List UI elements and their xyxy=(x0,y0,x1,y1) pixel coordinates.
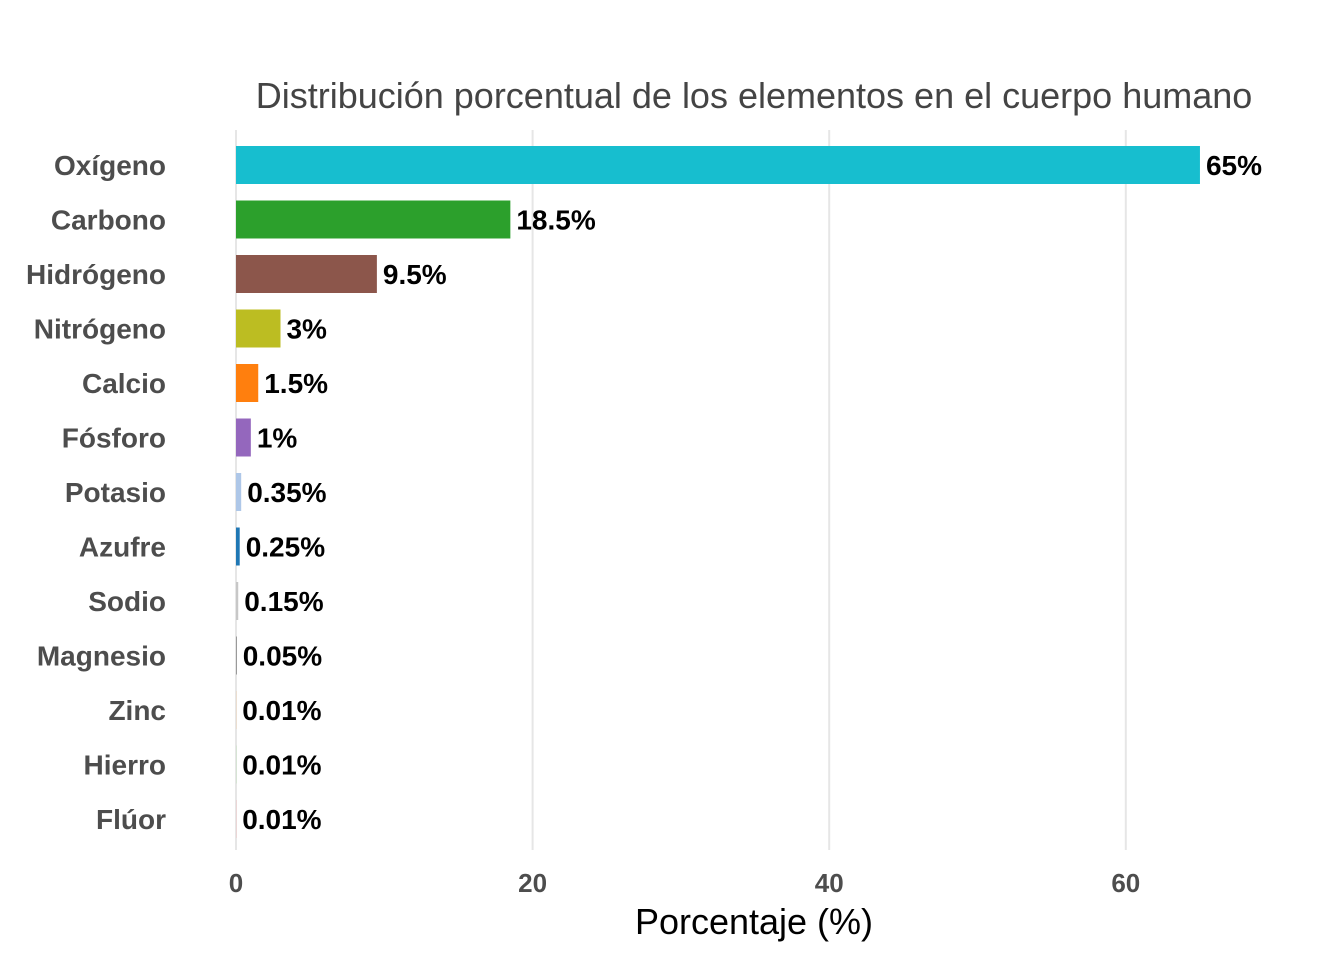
category-labels: Oxígeno Carbono Hidrógeno Nitrógeno Calcio Fó… xyxy=(26,150,166,835)
category-label: Calcio xyxy=(82,368,166,399)
bar xyxy=(236,364,259,402)
category-label: Sodio xyxy=(88,586,166,617)
bar xyxy=(236,636,237,675)
data-label: 0.01% xyxy=(242,750,321,781)
data-label: 1.5% xyxy=(264,368,328,399)
bar xyxy=(236,527,240,566)
x-tick-label: 0 xyxy=(229,868,243,898)
bar xyxy=(236,582,239,620)
category-label: Zinc xyxy=(108,695,166,726)
bar xyxy=(236,309,281,348)
category-label: Hidrógeno xyxy=(26,259,166,290)
x-tick-label: 20 xyxy=(518,868,547,898)
category-label: Carbono xyxy=(51,205,166,236)
bar xyxy=(236,200,511,239)
bar xyxy=(236,473,242,511)
data-label: 0.05% xyxy=(243,641,322,672)
data-label: 18.5% xyxy=(516,205,595,236)
bars xyxy=(236,146,1200,838)
category-label: Magnesio xyxy=(37,641,166,672)
category-label: Hierro xyxy=(84,750,166,781)
bar xyxy=(236,255,377,293)
x-tick-label: 40 xyxy=(815,868,844,898)
data-label: 9.5% xyxy=(383,259,447,290)
data-label: 0.15% xyxy=(244,586,323,617)
data-label: 65% xyxy=(1206,150,1262,181)
data-label: 1% xyxy=(257,423,298,454)
x-axis-label: Porcentaje (%) xyxy=(635,901,873,942)
category-label: Oxígeno xyxy=(54,150,166,181)
chart-title: Distribución porcentual de los elementos… xyxy=(256,75,1253,116)
x-axis-ticks: 0 20 40 60 xyxy=(229,868,1140,898)
bar xyxy=(236,418,251,457)
data-labels: 65% 18.5% 9.5% 3% 1.5% 1% 0.35% 0.25% 0.15% 0.05%… xyxy=(242,150,1262,835)
data-label: 3% xyxy=(286,314,327,345)
category-label: Fósforo xyxy=(62,423,166,454)
data-label: 0.01% xyxy=(242,804,321,835)
data-label: 0.25% xyxy=(246,532,325,563)
category-label: Azufre xyxy=(79,532,166,563)
category-label: Flúor xyxy=(96,804,166,835)
bar xyxy=(236,146,1200,184)
data-label: 0.35% xyxy=(247,477,326,508)
category-label: Nitrógeno xyxy=(34,314,166,345)
data-label: 0.01% xyxy=(242,695,321,726)
category-label: Potasio xyxy=(65,477,166,508)
x-tick-label: 60 xyxy=(1111,868,1140,898)
